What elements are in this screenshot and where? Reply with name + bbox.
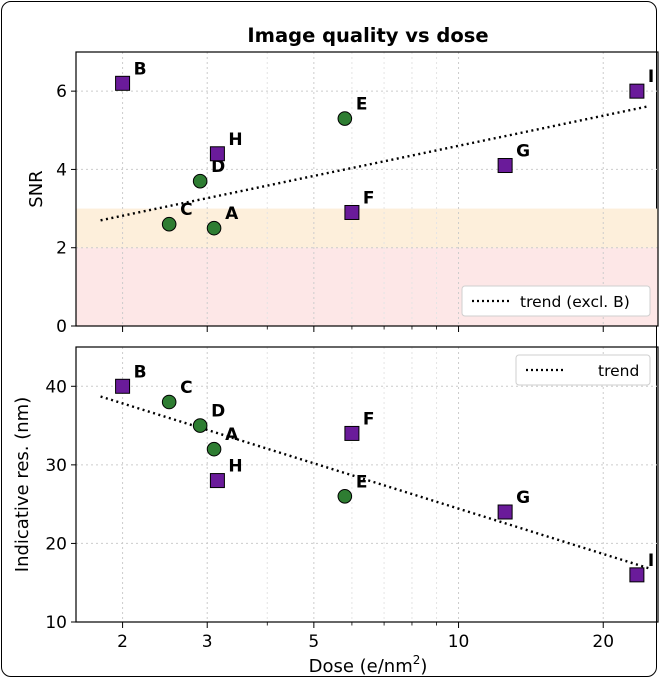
point-E-label: E	[356, 95, 368, 115]
snr-points: A B C D E F G H I	[115, 59, 654, 236]
point-I-label: I	[648, 551, 654, 571]
point-E-marker	[337, 111, 353, 126]
snr-axis-label: SNR	[26, 170, 47, 207]
snr-legend: trend (excl. B)	[461, 285, 651, 317]
point-I-marker	[629, 567, 645, 583]
trend-line	[100, 395, 651, 570]
x-tick-label: 10	[448, 632, 470, 652]
point-G-marker	[497, 504, 513, 520]
point-B-label: B	[134, 362, 147, 382]
y-tick-label: 20	[45, 534, 67, 554]
resolution-ticks: 10 20 30 40 2 3 5 10 20	[45, 377, 614, 652]
legend-trend-label: trend	[598, 362, 639, 380]
point-F-label: F	[363, 188, 375, 208]
point-E-marker	[337, 488, 353, 504]
point-I-label: I	[648, 67, 654, 87]
y-tick-label: 40	[45, 377, 67, 397]
point-D-marker	[192, 173, 208, 189]
point-C-marker	[161, 216, 177, 232]
resolution-panel: A B CD E F G H I 10 20 30 40 2 3 5 10 20 Indicative res…	[12, 346, 659, 677]
point-B-marker	[115, 378, 131, 394]
point-G-label: G	[516, 488, 530, 508]
point-F-marker	[344, 204, 360, 220]
snr-axes-frame	[75, 51, 659, 327]
chart-title: Image quality vs dose	[247, 24, 488, 47]
point-C-label: C	[180, 378, 192, 398]
legend-trend-label: trend (excl. B)	[520, 293, 630, 311]
x-tick-label: 5	[308, 632, 319, 652]
point-A-label: A	[225, 204, 239, 224]
dose-axis-label-end: )	[420, 656, 427, 677]
point-H-label: H	[228, 130, 242, 150]
snr-bands	[76, 208, 658, 326]
point-B-label: B	[134, 59, 147, 79]
point-B-marker	[115, 75, 131, 91]
resolution-trend-layer	[100, 395, 651, 570]
resolution-axis-label: Indicative res. (nm)	[12, 397, 33, 572]
resolution-axes-frame	[75, 346, 659, 623]
x-tick-label: 20	[592, 632, 614, 652]
resolution-points: A B CD E F G H I	[115, 362, 654, 583]
y-tick-label: 10	[45, 613, 67, 633]
dose-axis-label-main: Dose (e/nm	[309, 656, 413, 677]
point-A-label: A	[225, 425, 239, 445]
point-D-label: D	[211, 157, 225, 177]
point-C-marker	[161, 394, 177, 410]
point-H-label: H	[228, 457, 242, 477]
point-G-marker	[497, 158, 513, 174]
point-A-marker	[206, 220, 222, 236]
point-A-marker	[206, 441, 222, 457]
point-D-label: D	[211, 402, 225, 422]
point-D-marker	[192, 418, 208, 433]
y-tick-label: 4	[56, 160, 67, 180]
y-tick-label: 6	[56, 82, 67, 102]
x-tick-label: 2	[117, 632, 128, 652]
resolution-legend: trend	[515, 354, 651, 386]
snr-ticks: 0 2 4 6	[56, 82, 604, 337]
point-F-label: F	[363, 409, 375, 429]
y-tick-label: 30	[45, 456, 67, 476]
x-tick-label: 3	[202, 632, 213, 652]
point-I-marker	[629, 83, 645, 99]
point-G-label: G	[516, 142, 530, 162]
snr-panel: Image quality vs dose A B C D E F G H I 0 2 4 6 SNR…	[26, 24, 659, 337]
legend-box	[461, 285, 651, 317]
y-tick-label: 0	[56, 317, 67, 337]
dose-axis-label-sup: 2	[413, 653, 421, 667]
y-tick-label: 2	[56, 239, 67, 259]
point-H-marker	[209, 146, 225, 162]
dose-axis-label: Dose (e/nm2)	[309, 653, 428, 677]
legend-box	[515, 354, 651, 386]
point-F-marker	[344, 425, 360, 441]
point-H-marker	[209, 473, 225, 489]
point-E-label: E	[356, 472, 368, 492]
point-C-label: C	[180, 200, 192, 220]
